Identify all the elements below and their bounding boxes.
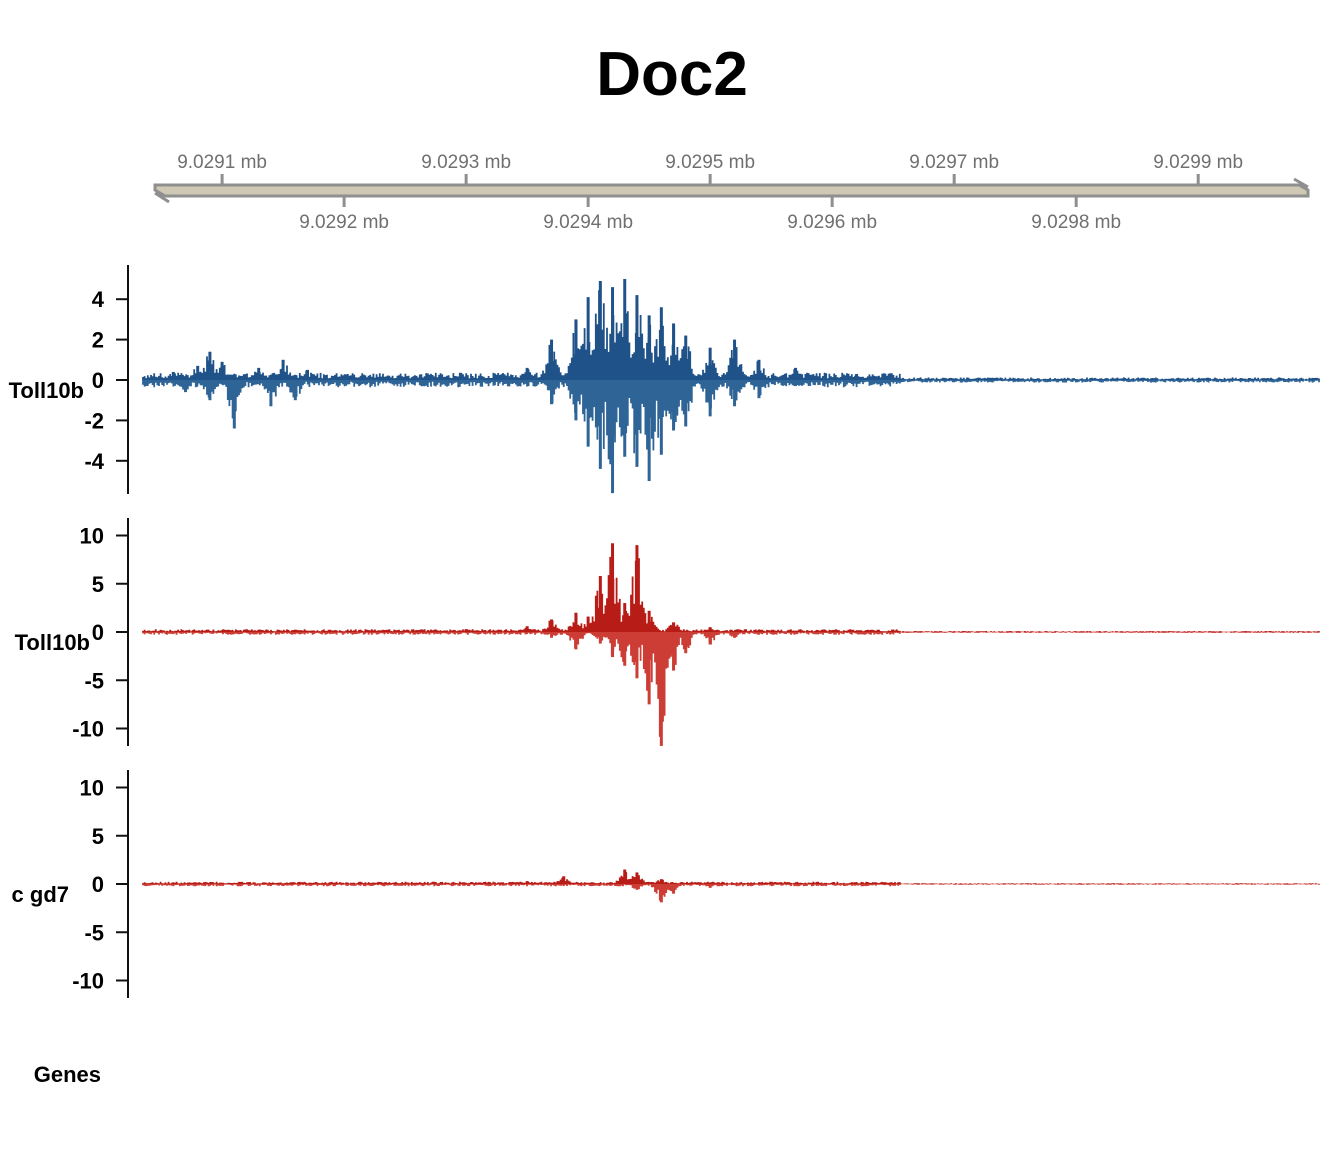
- track-3-ytick-label-2: 0: [92, 872, 104, 897]
- track-3-name: c gd7: [12, 882, 69, 907]
- genome-axis: 9.0291 mb 9.0293 mb 9.0295 mb 9.0297 mb 9.02…: [153, 152, 1310, 233]
- track-2-plot: 10 5 0 -5 -10: [72, 518, 1320, 746]
- genome-tick-label-lower-0: 9.0292 mb: [299, 212, 389, 233]
- genome-tick-label-upper-3: 9.0297 mb: [909, 152, 999, 173]
- track-1-ytick-label-4: -4: [84, 449, 104, 474]
- track-2-name: Toll10b: [15, 630, 90, 655]
- track-3-positive-signal: [142, 872, 1320, 884]
- genome-tick-label-lower-3: 9.0298 mb: [1031, 212, 1121, 233]
- data-track-1: Toll10b 4 2 0 -2 -4: [9, 265, 1320, 494]
- genome-tick-label-lower-2: 9.0296 mb: [787, 212, 877, 233]
- genome-axis-right-arrowhead: [1293, 177, 1309, 189]
- gene-track-name: Genes: [34, 1062, 101, 1087]
- data-track-2: Toll10b 10 5 0 -5 -10: [15, 518, 1320, 746]
- track-1-ytick-label-3: -2: [84, 408, 104, 433]
- genome-axis-ticks: 9.0291 mb 9.0293 mb 9.0295 mb 9.0297 mb 9.02…: [177, 152, 1243, 233]
- track-2-ytick-label-0: 10: [80, 524, 104, 549]
- track-1-negative-signal: [142, 380, 1320, 465]
- track-1-positive-signal: [142, 284, 1320, 380]
- track-3-ytick-label-0: 10: [80, 776, 104, 801]
- track-2-ytick-label-2: 0: [92, 620, 104, 645]
- track-3-plot: 10 5 0 -5 -10: [72, 770, 1320, 998]
- track-1-ytick-label-1: 2: [92, 328, 104, 353]
- track-2-ytick-label-4: -10: [72, 717, 104, 742]
- track-1-ytick-label-0: 4: [92, 287, 105, 312]
- chart-title: Doc2: [596, 40, 748, 109]
- track-1-name: Toll10b: [9, 378, 84, 403]
- track-2-ytick-label-1: 5: [92, 572, 104, 597]
- track-3-ytick-label-3: -5: [84, 920, 104, 945]
- track-1-ytick-label-2: 0: [92, 368, 104, 393]
- track-3-negative-signal: [142, 884, 1320, 902]
- track-1-plot: 4 2 0 -2 -4: [84, 265, 1320, 494]
- genome-tick-label-upper-0: 9.0291 mb: [177, 152, 267, 173]
- track-3-ytick-label-4: -10: [72, 969, 104, 994]
- track-2-ytick-label-3: -5: [84, 668, 104, 693]
- track-2-positive-signal: [142, 556, 1320, 632]
- gene-track: Genes: [34, 1062, 101, 1087]
- genome-tick-label-upper-1: 9.0293 mb: [421, 152, 511, 173]
- genome-axis-left-arrowhead: [154, 191, 170, 204]
- data-track-3: c gd7 10 5 0 -5 -10: [12, 770, 1320, 998]
- track-2-negative-signal: [142, 632, 1320, 746]
- track-3-ytick-label-1: 5: [92, 824, 104, 849]
- genome-tick-label-upper-2: 9.0295 mb: [665, 152, 755, 173]
- genome-tick-label-lower-1: 9.0294 mb: [543, 212, 633, 233]
- genome-axis-bar: [153, 183, 1310, 198]
- genome-tick-label-upper-4: 9.0299 mb: [1153, 152, 1243, 173]
